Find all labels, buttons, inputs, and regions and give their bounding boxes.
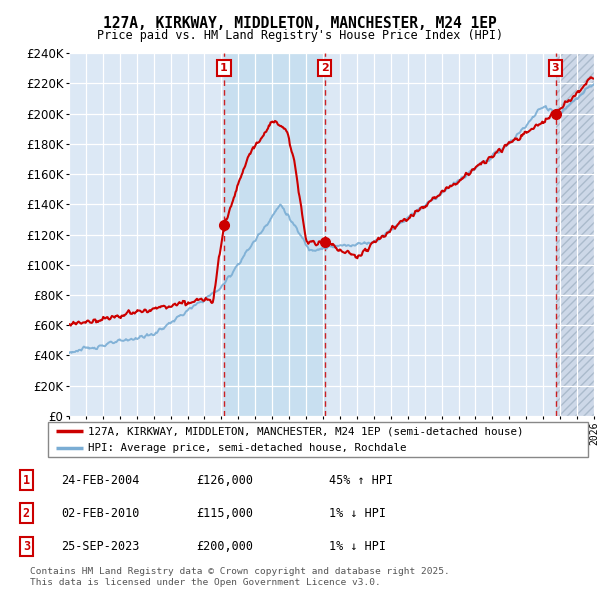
Text: £126,000: £126,000 xyxy=(196,474,253,487)
Text: 3: 3 xyxy=(552,63,559,73)
Text: 1: 1 xyxy=(220,63,228,73)
Text: Contains HM Land Registry data © Crown copyright and database right 2025.
This d: Contains HM Land Registry data © Crown c… xyxy=(30,568,450,586)
Text: 45% ↑ HPI: 45% ↑ HPI xyxy=(329,474,393,487)
Bar xyxy=(224,53,325,416)
Text: 127A, KIRKWAY, MIDDLETON, MANCHESTER, M24 1EP (semi-detached house): 127A, KIRKWAY, MIDDLETON, MANCHESTER, M2… xyxy=(89,427,524,437)
Text: £200,000: £200,000 xyxy=(196,540,253,553)
Text: 1: 1 xyxy=(23,474,30,487)
Text: 2: 2 xyxy=(23,507,30,520)
Text: HPI: Average price, semi-detached house, Rochdale: HPI: Average price, semi-detached house,… xyxy=(89,444,407,453)
Text: 02-FEB-2010: 02-FEB-2010 xyxy=(61,507,139,520)
Text: 2: 2 xyxy=(320,63,328,73)
Text: Price paid vs. HM Land Registry's House Price Index (HPI): Price paid vs. HM Land Registry's House … xyxy=(97,29,503,42)
FancyBboxPatch shape xyxy=(48,422,588,457)
Bar xyxy=(556,38,594,416)
Text: 1% ↓ HPI: 1% ↓ HPI xyxy=(329,540,386,553)
Text: 3: 3 xyxy=(23,540,30,553)
Text: 1% ↓ HPI: 1% ↓ HPI xyxy=(329,507,386,520)
Text: 25-SEP-2023: 25-SEP-2023 xyxy=(61,540,139,553)
Text: 24-FEB-2004: 24-FEB-2004 xyxy=(61,474,139,487)
Text: 127A, KIRKWAY, MIDDLETON, MANCHESTER, M24 1EP: 127A, KIRKWAY, MIDDLETON, MANCHESTER, M2… xyxy=(103,16,497,31)
Text: £115,000: £115,000 xyxy=(196,507,253,520)
